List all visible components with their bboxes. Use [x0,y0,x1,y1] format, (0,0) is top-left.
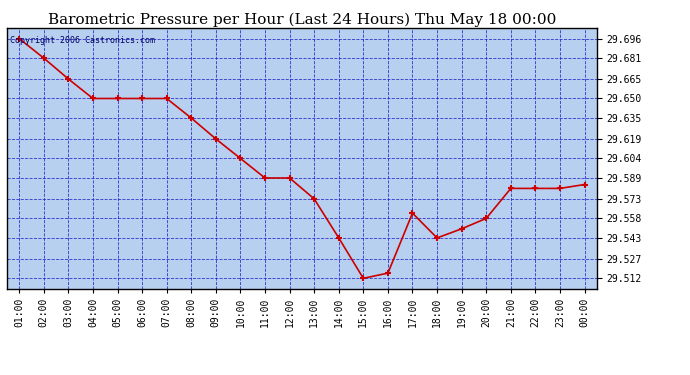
Title: Barometric Pressure per Hour (Last 24 Hours) Thu May 18 00:00: Barometric Pressure per Hour (Last 24 Ho… [48,13,556,27]
Text: Copyright 2006 Castronics.com: Copyright 2006 Castronics.com [10,36,155,45]
